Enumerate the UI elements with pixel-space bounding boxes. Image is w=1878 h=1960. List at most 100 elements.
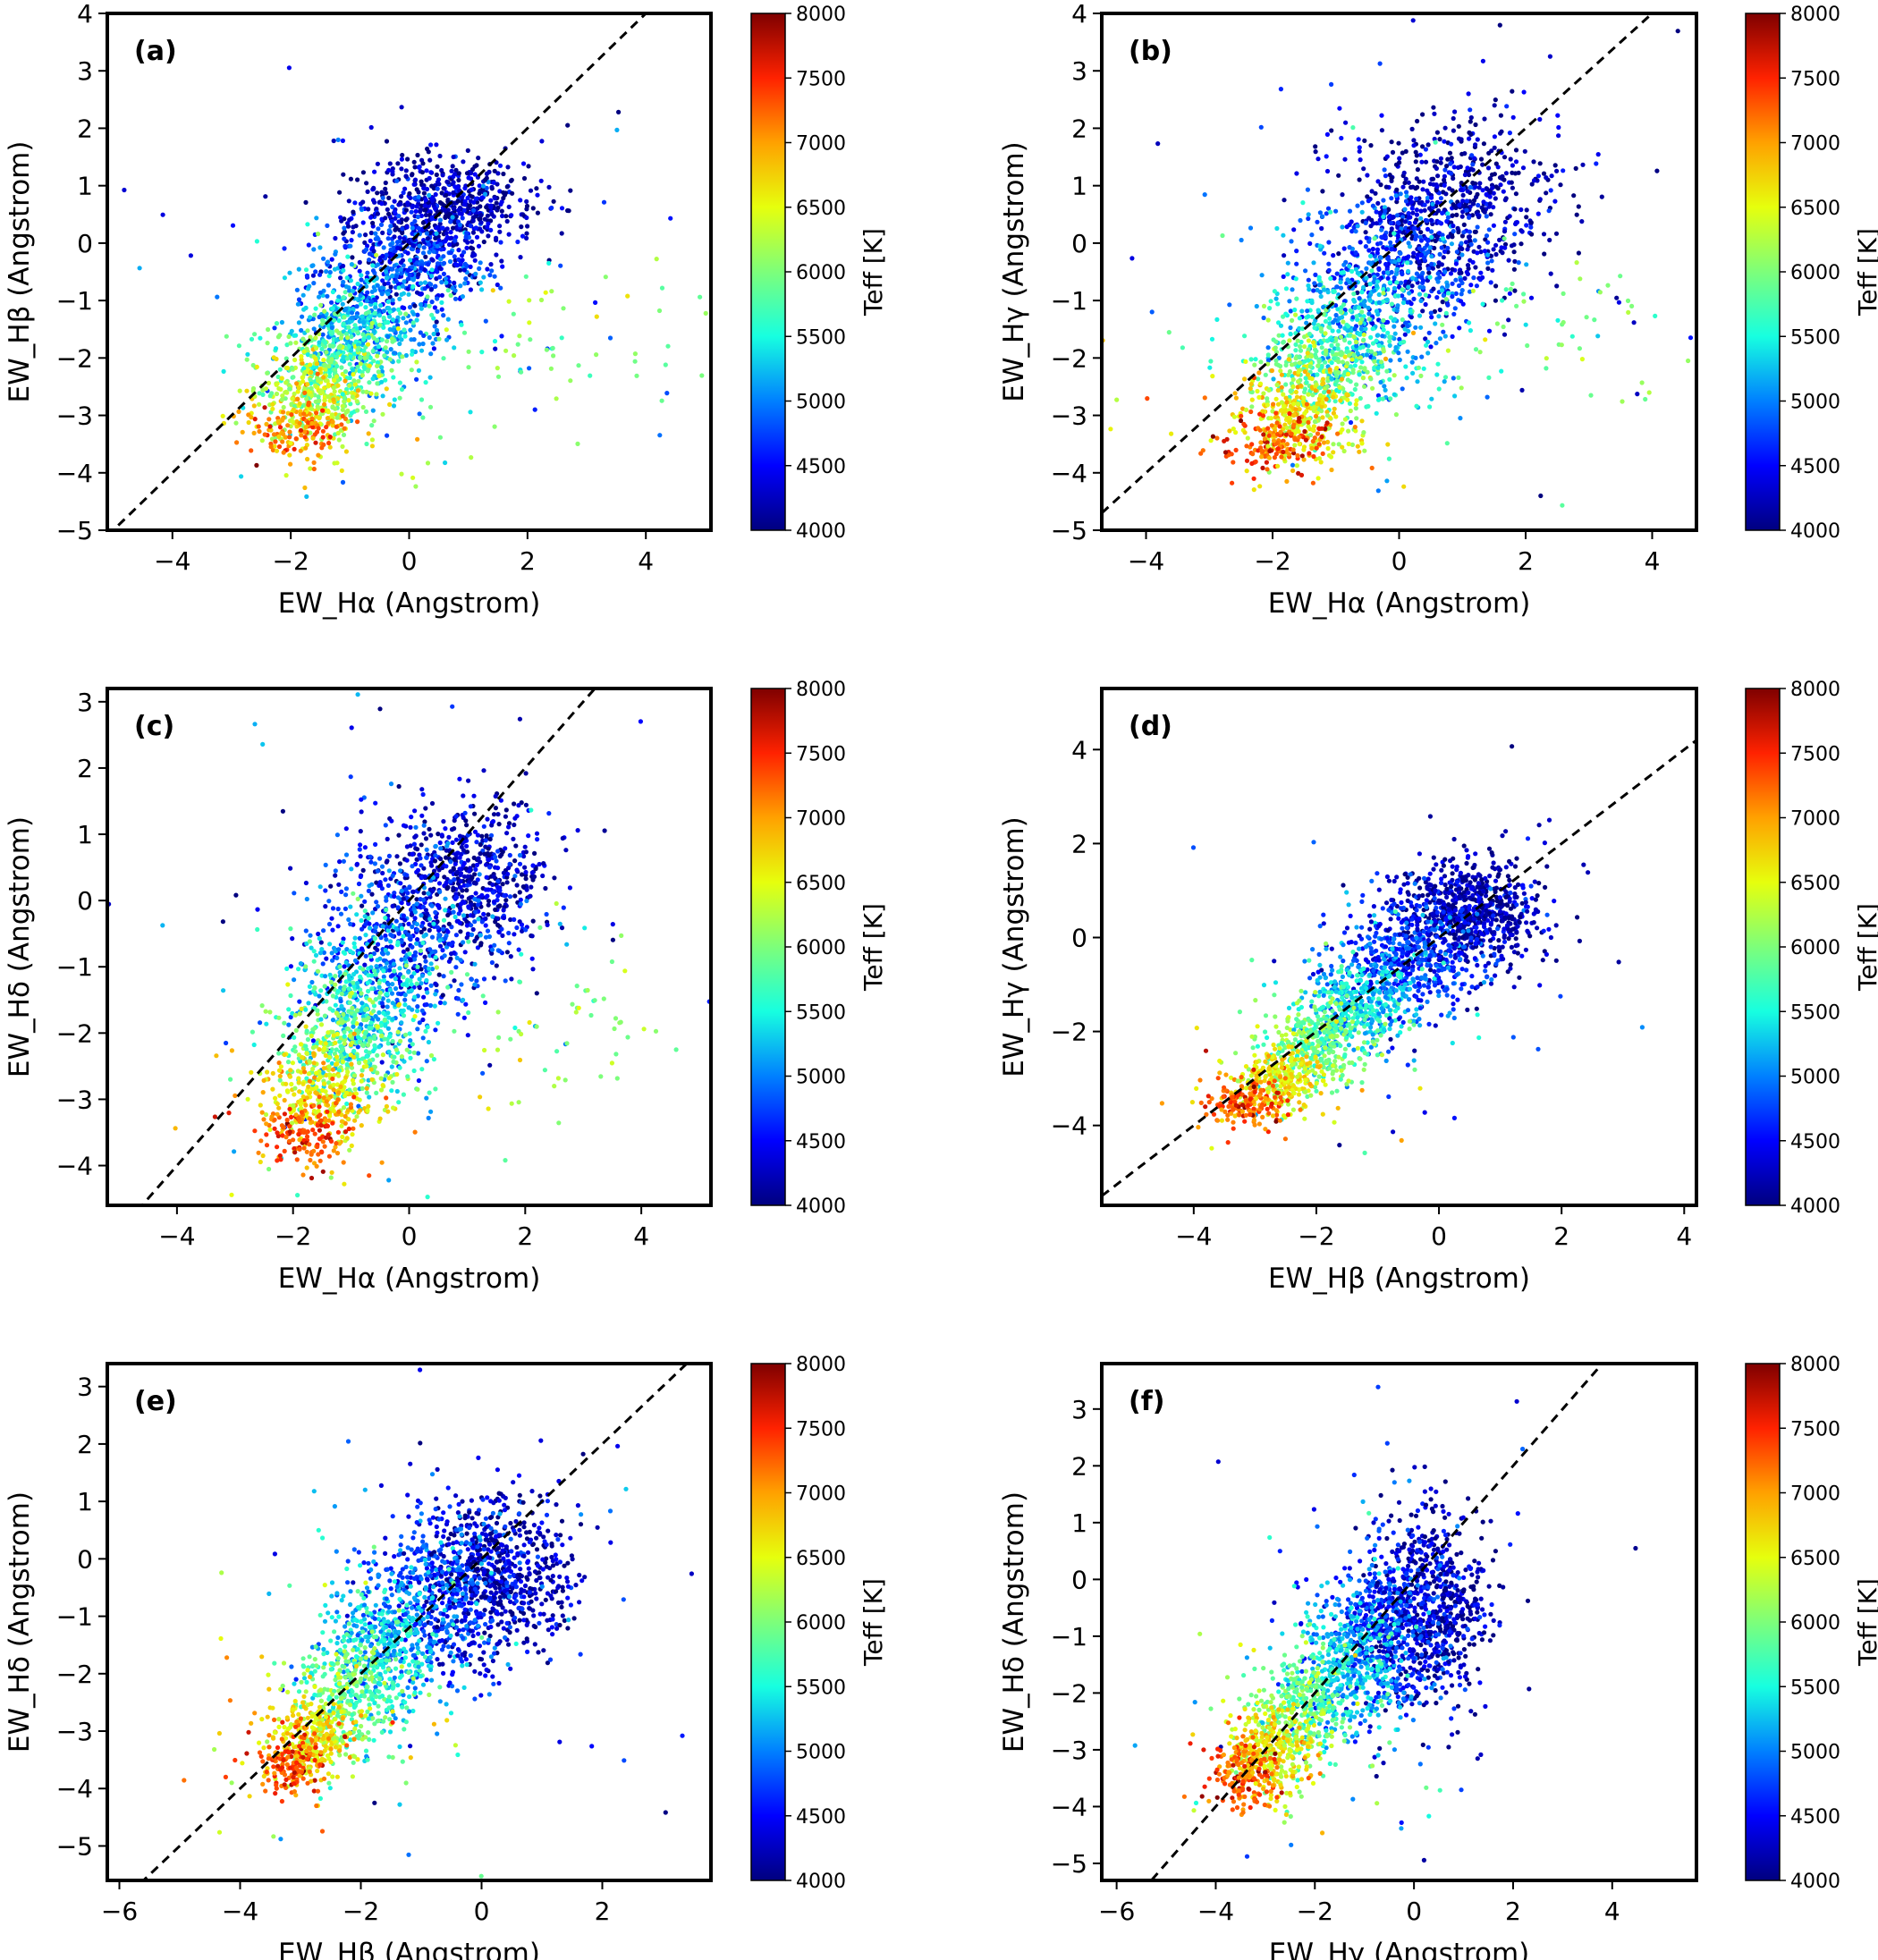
data-point (1273, 358, 1279, 363)
data-point (330, 404, 335, 410)
data-point (1483, 337, 1488, 342)
data-point (1401, 297, 1407, 302)
data-point (1452, 109, 1458, 114)
data-point (1629, 303, 1635, 308)
data-point (1357, 372, 1362, 377)
data-point (360, 314, 365, 319)
data-point (1405, 300, 1410, 305)
data-point (370, 263, 376, 268)
data-point (290, 366, 295, 371)
data-point (1298, 343, 1303, 350)
data-point (495, 171, 501, 176)
data-point (663, 362, 668, 368)
data-point (1561, 319, 1566, 325)
data-point (1283, 395, 1289, 401)
data-point (1290, 384, 1296, 390)
data-point (468, 223, 473, 229)
data-point (259, 438, 265, 444)
data-point (1315, 156, 1321, 162)
data-point (1525, 342, 1530, 349)
data-point (1311, 453, 1316, 460)
data-point (528, 188, 534, 193)
data-point (400, 283, 405, 289)
data-point (1244, 469, 1249, 474)
data-point (451, 190, 456, 196)
data-point (1363, 220, 1368, 225)
data-point (314, 429, 320, 435)
data-point (282, 275, 287, 281)
data-point (1374, 209, 1379, 215)
data-point (358, 301, 363, 307)
data-point (1311, 260, 1316, 266)
data-point (1372, 365, 1377, 370)
data-point (1364, 352, 1370, 358)
data-point (1554, 283, 1560, 289)
data-point (280, 393, 285, 399)
data-point (1353, 339, 1359, 345)
data-point (1287, 368, 1292, 375)
data-point (1227, 428, 1232, 434)
data-point (334, 354, 340, 360)
data-point (1300, 200, 1306, 206)
data-point (1488, 212, 1493, 217)
data-point (322, 385, 327, 391)
data-point (1338, 280, 1343, 285)
data-point (343, 449, 349, 454)
data-point (399, 156, 404, 162)
data-point (339, 218, 344, 224)
data-point (1239, 413, 1244, 418)
data-point (300, 375, 305, 380)
data-point (414, 290, 420, 295)
data-point (1429, 254, 1434, 259)
data-point (1415, 118, 1420, 124)
data-point (1272, 455, 1277, 460)
data-point (430, 258, 436, 263)
data-point (350, 288, 356, 293)
data-point (434, 142, 439, 148)
data-point (284, 342, 290, 348)
data-point (1341, 319, 1346, 325)
colorbar-tick-label: 7500 (796, 68, 846, 90)
data-point (1114, 397, 1120, 402)
data-point (478, 280, 483, 285)
data-point (505, 165, 511, 170)
data-point (1382, 283, 1387, 289)
data-point (1482, 116, 1487, 122)
data-point (1329, 376, 1334, 381)
data-point (435, 243, 440, 249)
data-point (1429, 229, 1434, 234)
data-point (1327, 325, 1332, 330)
data-point (1556, 124, 1561, 131)
data-point (504, 218, 510, 224)
data-point (437, 840, 443, 846)
data-point (1278, 87, 1283, 92)
data-point (1456, 283, 1462, 289)
data-point (492, 196, 498, 201)
data-point (390, 327, 395, 333)
data-point (1444, 218, 1450, 224)
data-point (1422, 202, 1427, 207)
data-point (1389, 226, 1394, 232)
data-point (1284, 442, 1290, 447)
data-point (1265, 444, 1271, 449)
data-point (448, 250, 453, 256)
data-point (380, 278, 385, 283)
data-point (1324, 396, 1329, 402)
data-point (1435, 361, 1441, 367)
data-point (462, 281, 468, 286)
data-point (320, 428, 326, 434)
data-point (122, 187, 127, 193)
data-point (1297, 441, 1302, 447)
data-point (368, 230, 374, 236)
data-point (1555, 317, 1561, 323)
data-point (372, 199, 377, 205)
data-point (1375, 488, 1381, 494)
data-point (1390, 149, 1396, 155)
data-point (302, 485, 308, 491)
colorbar-gradient (750, 13, 786, 531)
data-point (343, 290, 348, 295)
data-point (1202, 395, 1207, 401)
data-point (389, 266, 394, 272)
data-point (1385, 319, 1391, 325)
data-point (372, 169, 377, 174)
